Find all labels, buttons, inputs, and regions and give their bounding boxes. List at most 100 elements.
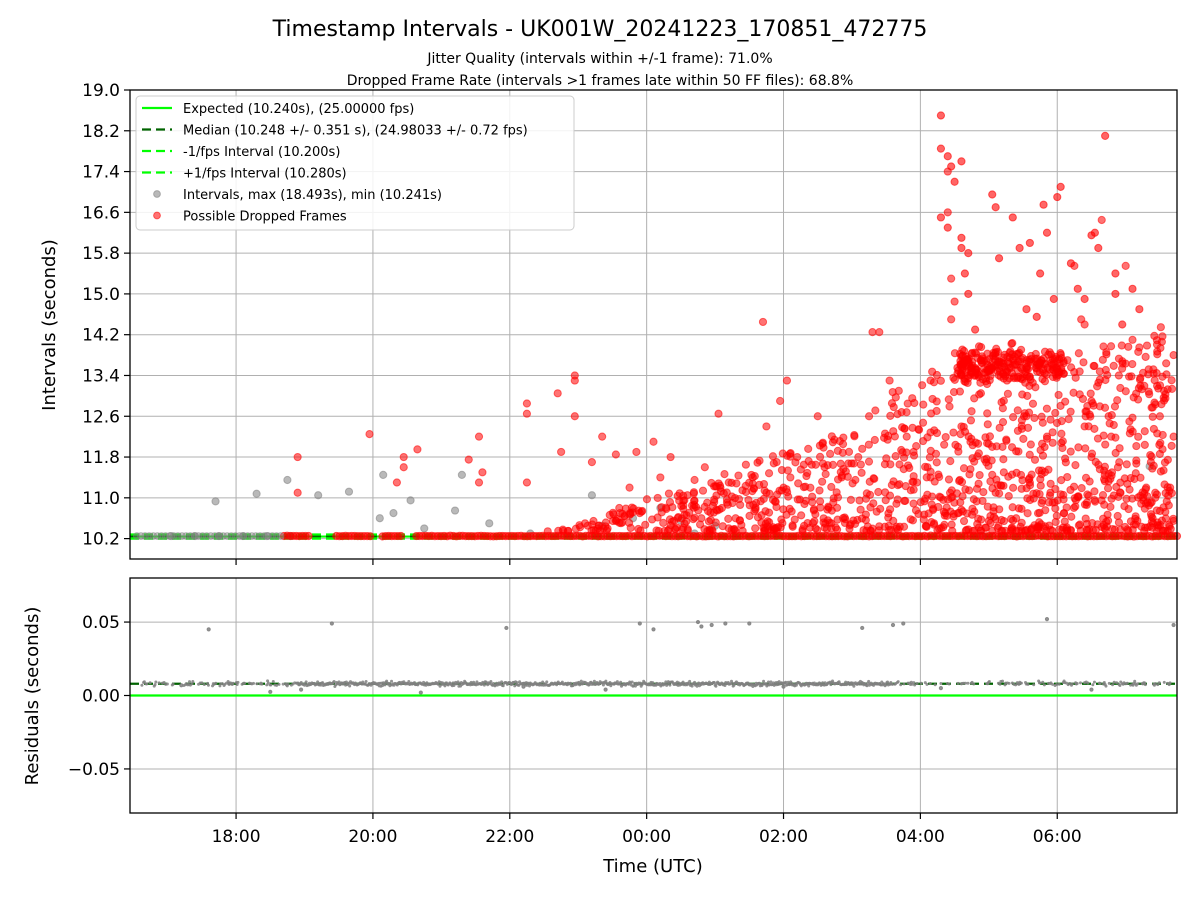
data-point bbox=[1124, 342, 1133, 351]
data-point bbox=[821, 469, 830, 479]
data-point bbox=[608, 516, 618, 526]
residuals-x-ticks: 18:00 20:00 22:00 00:00 02:00 04:00 06:00 bbox=[212, 813, 1082, 847]
data-point bbox=[1074, 349, 1083, 358]
data-point bbox=[932, 370, 942, 380]
data-point bbox=[762, 422, 771, 431]
data-point bbox=[1138, 368, 1148, 377]
data-point bbox=[896, 680, 900, 684]
data-point bbox=[383, 683, 387, 687]
data-point bbox=[858, 444, 867, 453]
data-point bbox=[903, 399, 912, 408]
data-point bbox=[745, 511, 754, 520]
data-point bbox=[1113, 396, 1122, 405]
data-point bbox=[211, 497, 220, 506]
data-point bbox=[154, 680, 158, 684]
data-point bbox=[764, 525, 773, 534]
data-point bbox=[1109, 420, 1118, 430]
data-point bbox=[932, 406, 941, 416]
data-point bbox=[219, 532, 227, 540]
data-point bbox=[268, 532, 277, 540]
data-point bbox=[826, 449, 835, 458]
data-point bbox=[999, 516, 1009, 526]
x-tick-label: 00:00 bbox=[622, 827, 671, 847]
data-point bbox=[928, 394, 937, 404]
data-point bbox=[1123, 479, 1132, 488]
data-point bbox=[786, 473, 795, 482]
data-point bbox=[1132, 456, 1141, 465]
data-point bbox=[927, 500, 936, 509]
data-point bbox=[886, 411, 895, 420]
y-tick-label: −0.05 bbox=[68, 760, 120, 780]
data-point bbox=[504, 625, 509, 631]
data-point bbox=[366, 532, 375, 541]
chart-subtitle-jitter: Jitter Quality (intervals within +/-1 fr… bbox=[426, 51, 772, 67]
data-point bbox=[958, 492, 967, 501]
data-point bbox=[801, 496, 810, 505]
data-point bbox=[965, 362, 974, 371]
data-point bbox=[939, 507, 948, 516]
data-point bbox=[1100, 403, 1110, 412]
data-point bbox=[709, 622, 714, 628]
data-point bbox=[587, 526, 596, 535]
data-point bbox=[777, 515, 786, 524]
data-point bbox=[1014, 447, 1023, 456]
data-point bbox=[611, 450, 620, 459]
data-point bbox=[1022, 525, 1032, 534]
legend-marker-swatch bbox=[153, 190, 161, 198]
data-point bbox=[988, 484, 997, 493]
data-point bbox=[474, 432, 484, 441]
data-point bbox=[1061, 397, 1070, 406]
data-point bbox=[850, 430, 859, 440]
data-point bbox=[856, 460, 865, 469]
data-point bbox=[281, 682, 285, 686]
data-point bbox=[885, 376, 894, 385]
data-point bbox=[178, 532, 186, 540]
data-point bbox=[943, 223, 952, 232]
data-point bbox=[852, 684, 856, 688]
data-point bbox=[868, 328, 877, 337]
data-point bbox=[200, 681, 204, 685]
data-point bbox=[1093, 434, 1103, 443]
data-point bbox=[1023, 364, 1033, 374]
data-point bbox=[1092, 680, 1096, 684]
data-point bbox=[991, 203, 1000, 212]
data-point bbox=[685, 508, 694, 517]
data-point bbox=[722, 498, 732, 507]
data-point bbox=[890, 432, 899, 441]
data-point bbox=[1089, 401, 1098, 410]
data-point bbox=[1148, 464, 1157, 473]
data-point bbox=[711, 518, 720, 527]
data-point bbox=[913, 683, 917, 687]
data-point bbox=[1025, 450, 1034, 459]
data-point bbox=[918, 436, 928, 446]
data-point bbox=[787, 507, 796, 516]
data-point bbox=[260, 532, 269, 540]
data-point bbox=[955, 349, 965, 359]
data-point bbox=[747, 621, 752, 626]
data-point bbox=[864, 412, 874, 421]
data-point bbox=[959, 516, 969, 526]
data-point bbox=[379, 470, 388, 479]
data-point bbox=[1056, 182, 1065, 191]
data-point bbox=[457, 470, 466, 479]
data-point bbox=[961, 526, 970, 535]
data-point bbox=[943, 208, 952, 217]
data-point bbox=[1108, 524, 1117, 534]
data-point bbox=[818, 477, 827, 486]
data-point bbox=[804, 444, 813, 454]
data-point bbox=[1038, 367, 1047, 376]
data-point bbox=[1106, 474, 1115, 483]
data-point bbox=[153, 683, 157, 687]
residuals-y-ticks: 0.05 0.00 −0.05 bbox=[68, 613, 130, 780]
data-point bbox=[1106, 502, 1115, 511]
data-point bbox=[1091, 683, 1095, 687]
data-point bbox=[641, 520, 650, 529]
data-point bbox=[922, 473, 931, 482]
data-point bbox=[818, 439, 827, 448]
data-point bbox=[1002, 436, 1011, 445]
data-point bbox=[407, 679, 411, 683]
data-point bbox=[1008, 483, 1018, 492]
data-point bbox=[828, 438, 837, 447]
data-point bbox=[886, 460, 895, 469]
data-point bbox=[1142, 341, 1152, 350]
